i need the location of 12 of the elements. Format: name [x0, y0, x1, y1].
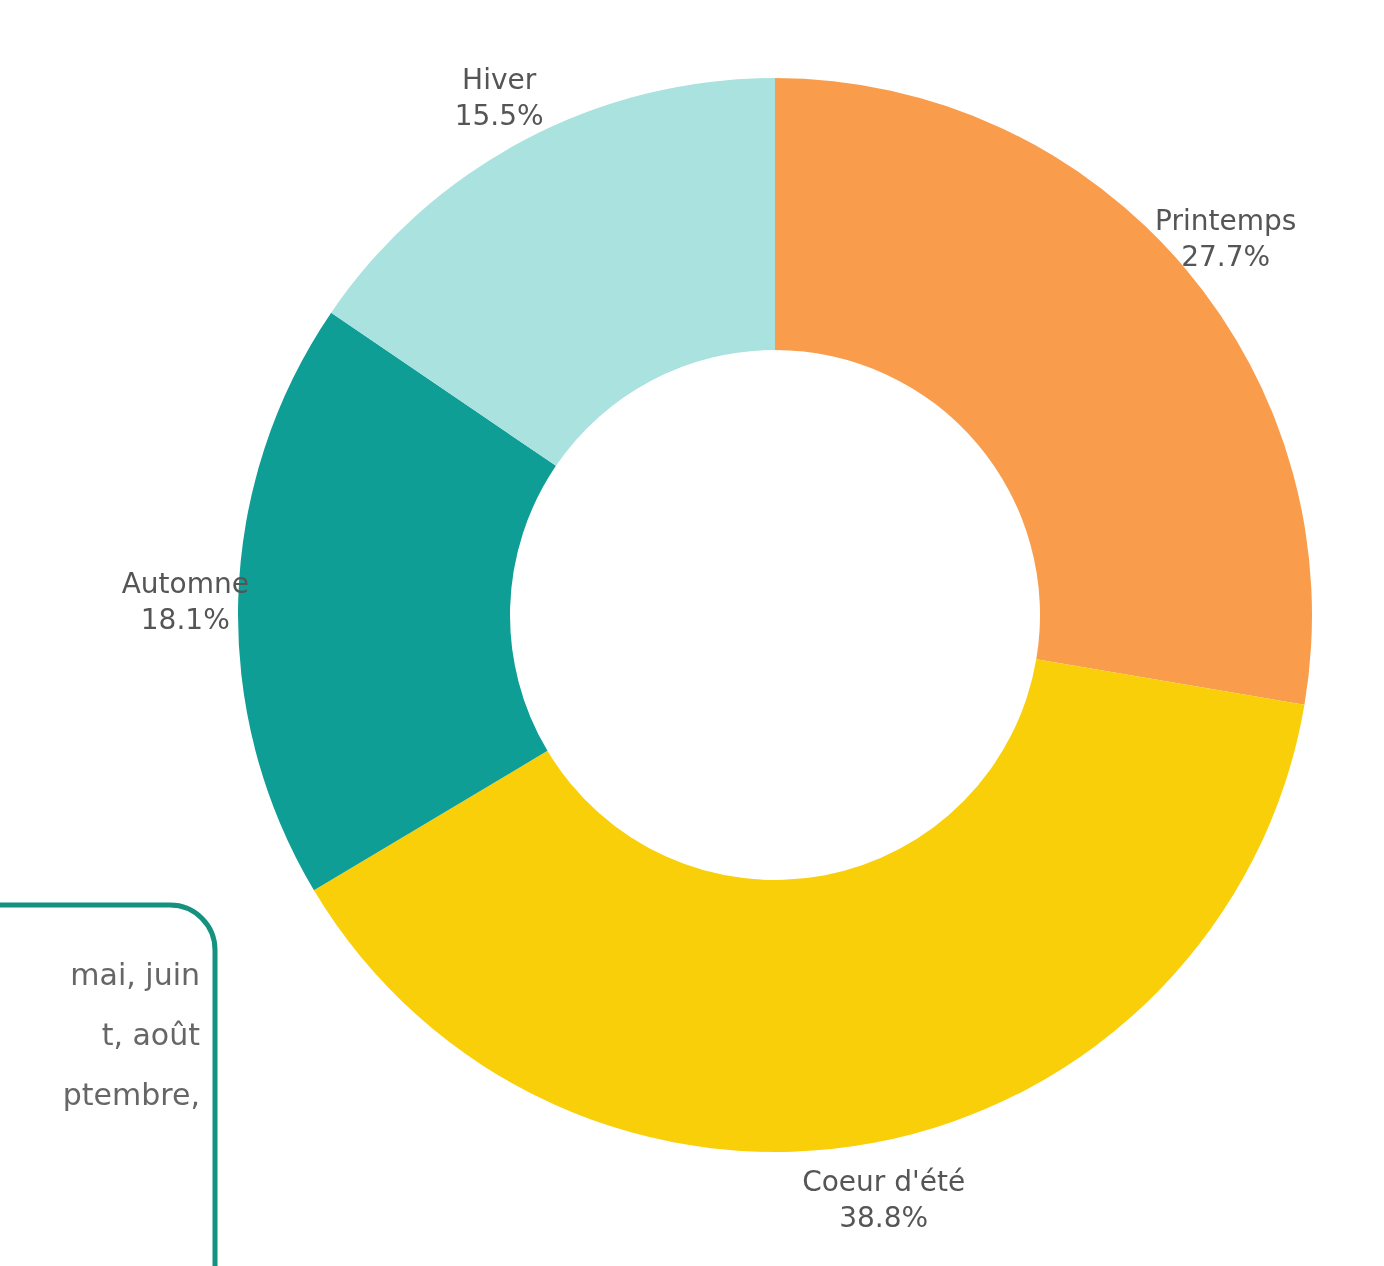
text: ptembre,	[62, 1077, 200, 1112]
text: mai, juin	[70, 957, 200, 992]
data-label: 27.7%	[1181, 240, 1271, 274]
donut-slice	[775, 78, 1312, 705]
donut-slice	[313, 659, 1305, 1152]
slice-label: Coeur d'été	[802, 1164, 966, 1198]
data-label: 15.5%	[454, 99, 544, 133]
data-label: 18.1%	[140, 603, 230, 637]
data-label: 38.8%	[839, 1200, 929, 1234]
text: t, août	[101, 1017, 201, 1052]
slice-label: Hiver	[462, 63, 537, 97]
slice-label: Printemps	[1155, 204, 1297, 238]
